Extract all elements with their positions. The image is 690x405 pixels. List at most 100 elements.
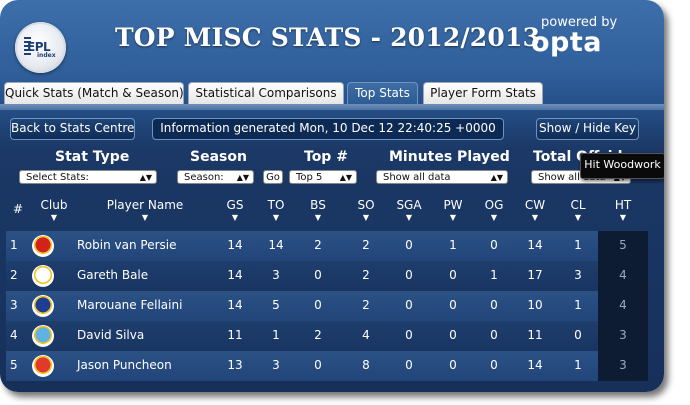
- column-header-player-name[interactable]: Player Name ▼: [100, 198, 190, 222]
- club-crest-icon: [32, 295, 54, 317]
- stat-cell: 3: [272, 358, 280, 372]
- table-row[interactable]: [6, 291, 598, 321]
- column-header-cl[interactable]: CL ▼: [563, 198, 593, 222]
- column-header-gs[interactable]: GS ▼: [220, 198, 250, 222]
- stat-type-heading: Stat Type: [55, 149, 130, 165]
- total-offsides-select-value: Show all data: [538, 172, 606, 183]
- sort-down-icon: ▼: [272, 213, 280, 222]
- sort-down-icon: ▼: [490, 213, 498, 222]
- row-rank: 3: [10, 298, 18, 312]
- go-button[interactable]: Go: [263, 170, 283, 184]
- stat-cell: 0: [490, 298, 498, 312]
- stat-cell: 0: [449, 358, 457, 372]
- stat-cell: 2: [314, 238, 322, 252]
- stat-cell: 14: [227, 298, 243, 312]
- row-rank: 5: [10, 358, 18, 372]
- table-row[interactable]: [6, 351, 598, 381]
- player-name-link[interactable]: Jason Puncheon: [77, 358, 172, 372]
- ht-column-highlight: [598, 231, 648, 381]
- column-header-cw[interactable]: CW ▼: [520, 198, 550, 222]
- sort-down-icon: ▼: [314, 213, 322, 222]
- stat-cell: 5: [272, 298, 280, 312]
- column-header-club[interactable]: Club ▼: [38, 198, 70, 222]
- stat-cell: 0: [314, 298, 322, 312]
- stat-cell: 0: [405, 328, 413, 342]
- show-hide-key-button[interactable]: Show / Hide Key: [536, 118, 639, 140]
- minutes-played-select[interactable]: Show all data ▲▼: [376, 170, 508, 184]
- stat-cell: 3: [574, 268, 582, 282]
- season-select[interactable]: Season: ▲▼: [177, 170, 254, 184]
- stat-cell: 2: [362, 238, 370, 252]
- minutes-played-heading: Minutes Played: [389, 149, 510, 165]
- stat-cell: 2: [362, 268, 370, 282]
- stat-cell: 1: [449, 238, 457, 252]
- stat-cell: 0: [490, 238, 498, 252]
- row-rank: 1: [10, 238, 18, 252]
- column-header-ht[interactable]: HT ▼: [608, 198, 638, 222]
- player-name-link[interactable]: Robin van Persie: [77, 238, 177, 252]
- stat-cell: 4: [619, 298, 627, 312]
- column-header-bs[interactable]: BS ▼: [303, 198, 333, 222]
- stat-cell: 0: [405, 298, 413, 312]
- column-header-so[interactable]: SO ▼: [351, 198, 381, 222]
- stat-cell: 17: [527, 268, 543, 282]
- table-row[interactable]: [6, 261, 598, 291]
- player-name-link[interactable]: Gareth Bale: [77, 268, 149, 282]
- stat-cell: 0: [405, 268, 413, 282]
- column-header-label: CL: [570, 198, 586, 212]
- stat-cell: 10: [527, 298, 543, 312]
- table-row[interactable]: [6, 321, 598, 351]
- stat-cell: 8: [362, 358, 370, 372]
- stat-cell: 0: [314, 358, 322, 372]
- tab-statistical-comparisons[interactable]: Statistical Comparisons: [188, 82, 344, 104]
- column-header-pw[interactable]: PW ▼: [438, 198, 468, 222]
- tab-top-stats[interactable]: Top Stats: [347, 82, 418, 104]
- stat-cell: 14: [227, 268, 243, 282]
- stat-cell: 14: [227, 238, 243, 252]
- select-arrows-icon: ▲▼: [490, 173, 503, 182]
- top-number-select-value: Top 5: [296, 172, 323, 183]
- top-number-select[interactable]: Top 5 ▲▼: [289, 170, 357, 184]
- select-arrows-icon: ▲▼: [236, 173, 249, 182]
- powered-by-label: powered by: [541, 15, 618, 30]
- club-crest-icon: [32, 265, 54, 287]
- stat-cell: 1: [272, 328, 280, 342]
- column-header-label: TO: [267, 198, 285, 212]
- top-number-heading: Top #: [304, 149, 348, 165]
- stat-cell: 0: [449, 298, 457, 312]
- season-select-value: Season:: [184, 172, 224, 183]
- stat-cell: 11: [527, 328, 543, 342]
- minutes-played-select-value: Show all data: [383, 172, 451, 183]
- stat-cell: 0: [574, 328, 582, 342]
- stat-type-select[interactable]: Select Stats: ▲▼: [19, 170, 157, 184]
- sort-down-icon: ▼: [619, 213, 627, 222]
- player-name-link[interactable]: David Silva: [77, 328, 145, 342]
- column-header-label: Player Name: [106, 198, 184, 212]
- stat-cell: 11: [227, 328, 243, 342]
- table-row[interactable]: [6, 231, 598, 261]
- column-header-label: CW: [524, 198, 546, 212]
- column-tooltip: Hit Woodwork: [580, 153, 664, 179]
- player-name-link[interactable]: Marouane Fellaini: [77, 298, 183, 312]
- back-to-stats-centre-button[interactable]: Back to Stats Centre: [10, 118, 135, 140]
- tab-player-form-stats[interactable]: Player Form Stats: [423, 82, 543, 104]
- stat-cell: 0: [314, 268, 322, 282]
- column-header-label: HT: [614, 198, 632, 212]
- column-header-sga[interactable]: SGA ▼: [392, 198, 426, 222]
- stat-cell: 14: [527, 238, 543, 252]
- epl-index-logo[interactable]: EPL index: [15, 22, 66, 73]
- stat-cell: 5: [619, 238, 627, 252]
- tab-quick-stats[interactable]: Quick Stats (Match & Season): [4, 82, 184, 104]
- column-header-label: SO: [357, 198, 375, 212]
- stat-cell: 3: [619, 358, 627, 372]
- stat-cell: 3: [619, 328, 627, 342]
- stat-cell: 0: [490, 358, 498, 372]
- row-rank: 2: [10, 268, 18, 282]
- stat-cell: 0: [449, 268, 457, 282]
- column-header-og[interactable]: OG ▼: [479, 198, 509, 222]
- opta-logo: opta: [531, 27, 603, 58]
- page-title: TOP MISC STATS - 2012/2013: [115, 23, 541, 52]
- column-header-to[interactable]: TO ▼: [261, 198, 291, 222]
- column-header-label: PW: [443, 198, 463, 212]
- column-header-label: Club: [40, 198, 68, 212]
